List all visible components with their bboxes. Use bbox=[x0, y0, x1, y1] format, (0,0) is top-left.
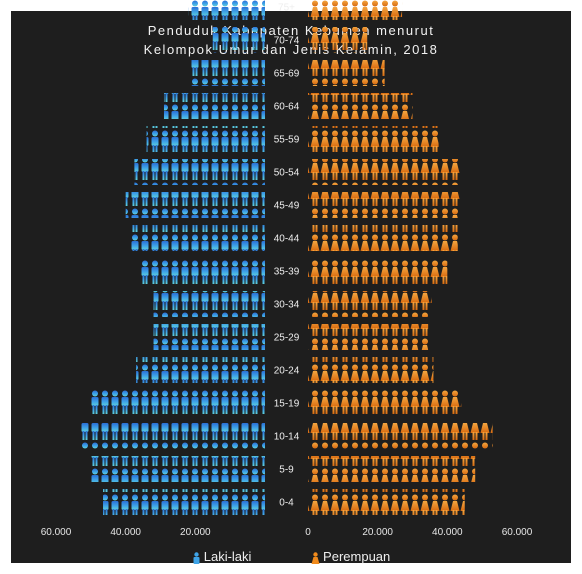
bar-perempuan-5-9 bbox=[308, 456, 476, 482]
category-label: 40-44 bbox=[274, 234, 300, 245]
category-label: 65-69 bbox=[274, 69, 300, 80]
series-perempuan bbox=[308, 0, 493, 515]
bar-laki-laki-20-24 bbox=[136, 357, 265, 383]
bar-laki-laki-70-74 bbox=[212, 27, 265, 53]
bar-laki-laki-30-34 bbox=[153, 291, 265, 317]
category-label: 75+ bbox=[278, 3, 295, 14]
bar-perempuan-40-44 bbox=[308, 225, 458, 251]
bar-perempuan-0-4 bbox=[308, 489, 465, 515]
bar-perempuan-75+ bbox=[308, 0, 403, 20]
bar-perempuan-10-14 bbox=[308, 423, 493, 449]
bar-laki-laki-10-14 bbox=[78, 423, 266, 449]
legend-label-laki-laki: Laki-laki bbox=[203, 549, 252, 565]
right-axis-tick-label: 20.000 bbox=[362, 527, 393, 538]
category-label: 30-34 bbox=[274, 300, 300, 311]
left-axis-tick-label: 40.000 bbox=[110, 527, 141, 538]
bar-laki-laki-5-9 bbox=[90, 456, 265, 482]
category-label: 0-4 bbox=[279, 498, 294, 509]
bar-perempuan-60-64 bbox=[308, 93, 413, 119]
bar-laki-laki-75+ bbox=[188, 0, 265, 20]
category-labels: 0-4 5-9 10-14 15-19 20-24 25-29 30-34 35-39 40-4… bbox=[274, 3, 300, 509]
bar-laki-laki-65-69 bbox=[190, 60, 265, 86]
category-label: 10-14 bbox=[274, 432, 300, 443]
bar-laki-laki-45-49 bbox=[125, 192, 266, 218]
legend: Laki-laki Perempuan bbox=[0, 548, 582, 564]
category-label: 25-29 bbox=[274, 333, 300, 344]
bar-perempuan-25-29 bbox=[308, 324, 429, 350]
right-axis-tick-label: 0 bbox=[305, 527, 311, 538]
category-label: 15-19 bbox=[274, 399, 300, 410]
bar-perempuan-15-19 bbox=[308, 390, 462, 416]
male-person-icon bbox=[193, 551, 200, 564]
legend-item-perempuan: Perempuan bbox=[311, 549, 390, 564]
category-label: 45-49 bbox=[274, 201, 300, 212]
bar-laki-laki-35-39 bbox=[139, 258, 265, 284]
left-axis-tick-label: 60.000 bbox=[41, 527, 72, 538]
bar-laki-laki-40-44 bbox=[129, 225, 265, 251]
bar-laki-laki-60-64 bbox=[163, 93, 265, 119]
bar-perempuan-55-59 bbox=[308, 126, 439, 152]
right-axis-tick-label: 60.000 bbox=[502, 527, 533, 538]
bar-perempuan-35-39 bbox=[308, 258, 448, 284]
bar-laki-laki-0-4 bbox=[103, 489, 266, 515]
left-axis-tick-label: 20.000 bbox=[180, 527, 211, 538]
bar-laki-laki-50-54 bbox=[134, 159, 265, 185]
category-label: 5-9 bbox=[279, 465, 294, 476]
category-label: 35-39 bbox=[274, 267, 300, 278]
bar-perempuan-45-49 bbox=[308, 192, 460, 218]
bar-perempuan-50-54 bbox=[308, 159, 460, 185]
series-laki-laki bbox=[78, 0, 266, 515]
bar-perempuan-30-34 bbox=[308, 291, 432, 317]
bar-perempuan-70-74 bbox=[308, 27, 368, 53]
legend-item-laki-laki: Laki-laki bbox=[192, 549, 252, 565]
legend-label-perempuan: Perempuan bbox=[323, 549, 391, 565]
axis-tick-labels: 60.000 40.000 20.000 0 20.000 40.000 60.000 bbox=[41, 527, 533, 538]
category-label: 70-74 bbox=[274, 36, 300, 47]
bar-perempuan-20-24 bbox=[308, 357, 434, 383]
bar-laki-laki-55-59 bbox=[146, 126, 265, 152]
category-label: 50-54 bbox=[274, 168, 300, 179]
female-person-icon bbox=[311, 551, 320, 564]
bar-laki-laki-15-19 bbox=[90, 390, 265, 416]
category-label: 60-64 bbox=[274, 102, 300, 113]
category-label: 20-24 bbox=[274, 366, 300, 377]
right-axis-tick-label: 40.000 bbox=[432, 527, 463, 538]
bar-laki-laki-25-29 bbox=[153, 324, 265, 350]
category-label: 55-59 bbox=[274, 135, 300, 146]
bar-perempuan-65-69 bbox=[308, 60, 385, 86]
